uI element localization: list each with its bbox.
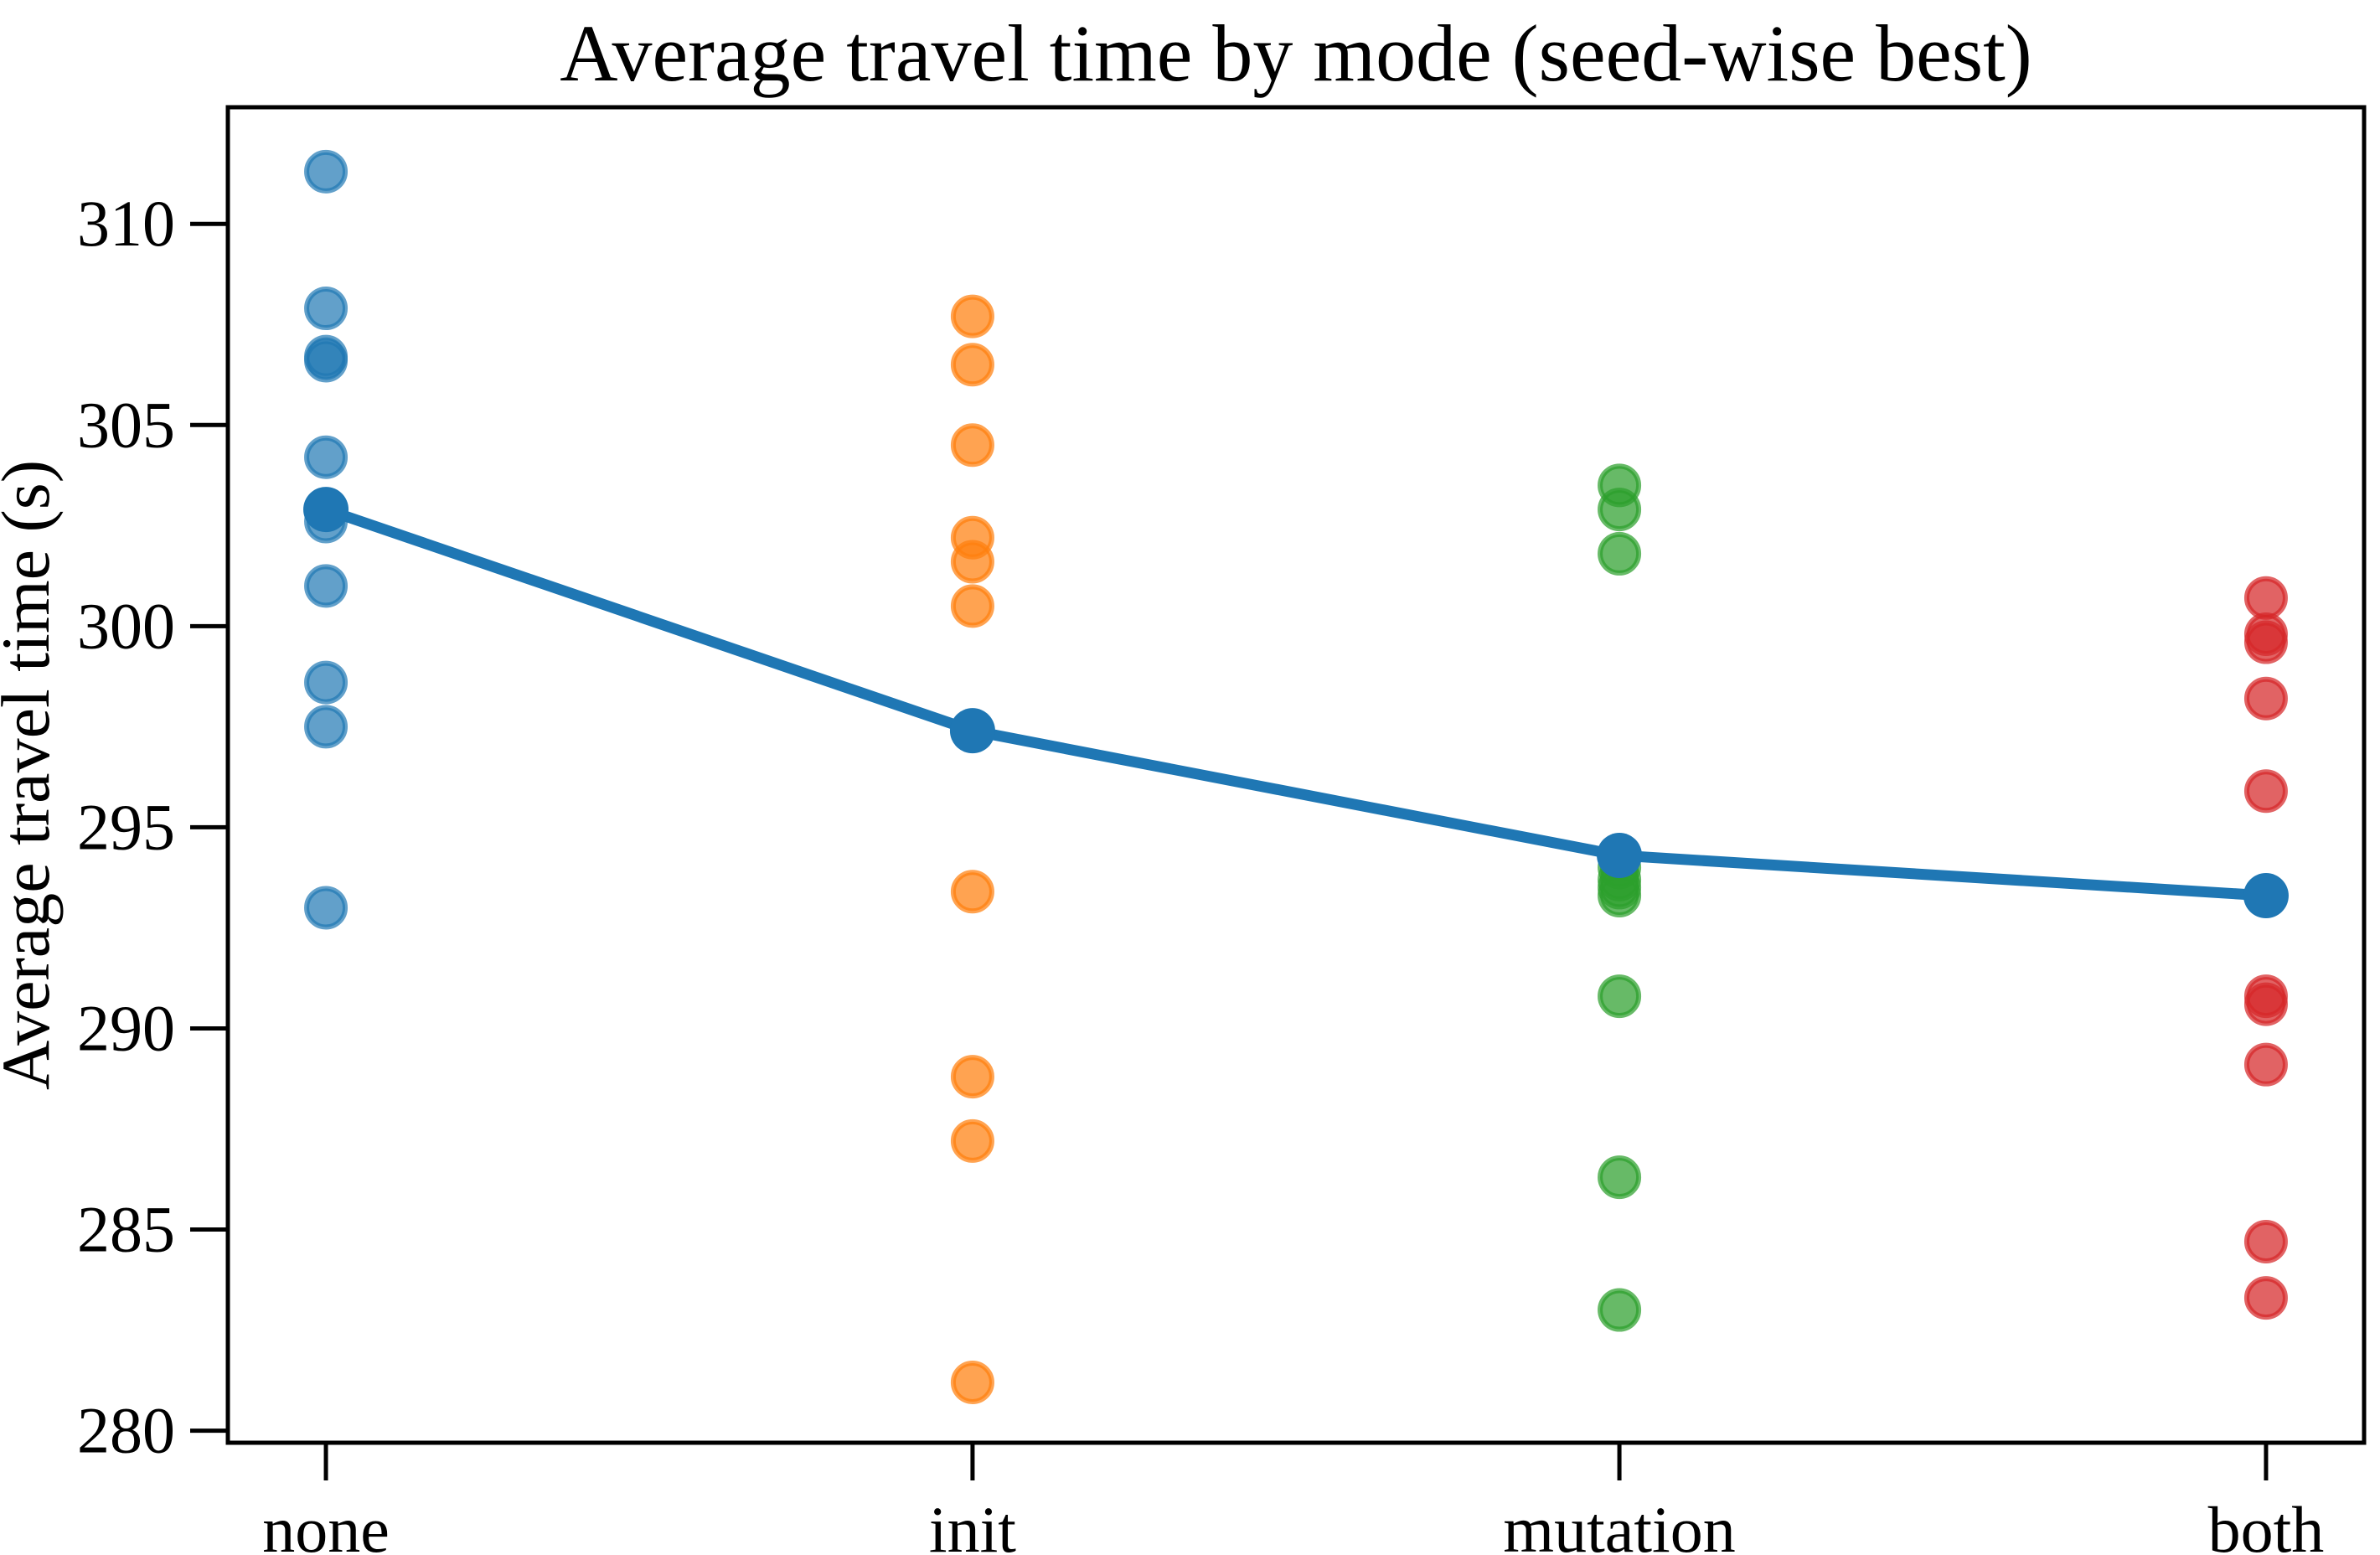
mean-point-none <box>303 487 349 533</box>
scatter-point-both <box>2243 576 2288 620</box>
scatter-point-init <box>950 423 994 468</box>
y-tick-label: 290 <box>77 991 175 1064</box>
mean-line <box>320 504 2272 901</box>
scatter-point-init <box>950 1055 994 1099</box>
scatter-point-init <box>950 584 994 628</box>
y-tick-label: 310 <box>77 187 175 260</box>
scatter-point-mutation <box>1598 974 1642 1019</box>
scatter-point-none <box>304 435 348 479</box>
scatter-point-none <box>304 705 348 749</box>
scatter-point-both <box>2243 1042 2288 1087</box>
scatter-point-both <box>2243 982 2288 1026</box>
mean-point-init <box>949 708 995 754</box>
scatter-point-both <box>2243 769 2288 814</box>
scatter-point-none <box>304 564 348 608</box>
scatter-point-none <box>304 660 348 705</box>
y-axis-label: Average travel time (s) <box>0 460 64 1090</box>
x-tick-label: none <box>262 1493 390 1555</box>
scatter-point-none <box>304 886 348 930</box>
y-tick-label: 280 <box>77 1394 175 1467</box>
mean-point-both <box>2243 873 2289 919</box>
axes-box <box>225 105 2367 1445</box>
scatter-point-none <box>304 287 348 331</box>
scatter-point-both <box>2243 676 2288 721</box>
scatter-point-init <box>950 540 994 584</box>
plot-area: 280 285 290 295 300 305 310 none init mutation bot… <box>77 105 2367 1555</box>
scatter-point-init <box>950 1118 994 1163</box>
scatter-point-both <box>2243 620 2288 664</box>
scatter-point-none <box>304 149 348 194</box>
chart-title: Average travel time by mode (seed-wise b… <box>560 8 2032 98</box>
y-tick-label: 300 <box>77 589 175 662</box>
scatter-point-mutation <box>1598 874 1642 918</box>
scatter-point-mutation <box>1598 1155 1642 1200</box>
mean-point-mutation <box>1597 833 1643 879</box>
scatter-point-init <box>950 1360 994 1404</box>
scatter-point-init <box>950 870 994 914</box>
scatter-point-none <box>304 338 348 383</box>
y-tick-label: 305 <box>77 388 175 461</box>
scatter-point-init <box>950 343 994 387</box>
scatter-point-init <box>950 294 994 338</box>
x-tick-label: mutation <box>1503 1493 1735 1555</box>
scatter-point-both <box>2243 1276 2288 1320</box>
x-tick-label: both <box>2208 1493 2325 1555</box>
scatter-point-both <box>2243 1219 2288 1263</box>
scatter-point-mutation <box>1598 531 1642 576</box>
scatter-point-mutation <box>1598 488 1642 532</box>
y-tick-label: 285 <box>77 1193 175 1266</box>
x-tick-label: init <box>929 1493 1016 1555</box>
scatter-point-mutation <box>1598 1288 1642 1332</box>
y-tick-label: 295 <box>77 790 175 863</box>
